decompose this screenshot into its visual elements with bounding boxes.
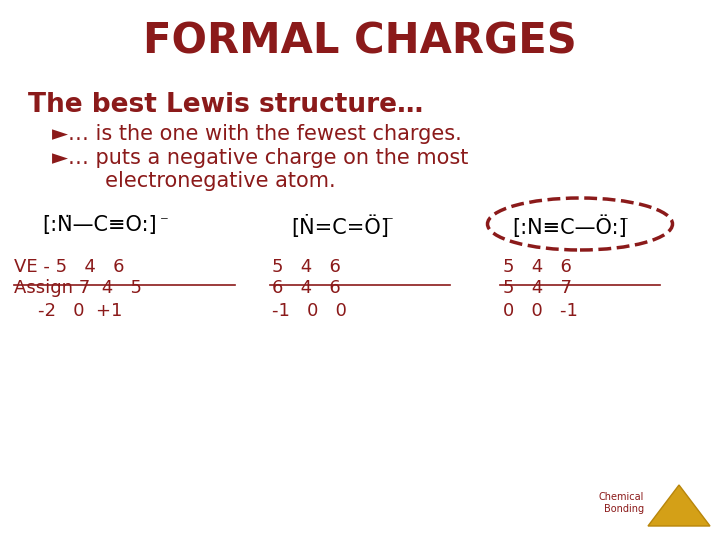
Text: FORMAL CHARGES: FORMAL CHARGES — [143, 20, 577, 62]
Text: 6   4   6: 6 4 6 — [272, 279, 341, 297]
Text: -2   0  +1: -2 0 +1 — [38, 302, 122, 320]
Text: ►… puts a negative charge on the most: ►… puts a negative charge on the most — [52, 148, 469, 168]
Text: ►… is the one with the fewest charges.: ►… is the one with the fewest charges. — [52, 124, 462, 144]
Text: The best Lewis structure…: The best Lewis structure… — [28, 92, 423, 118]
Text: ⁻: ⁻ — [385, 213, 394, 231]
Text: 0   0   -1: 0 0 -1 — [503, 302, 578, 320]
Text: -1   0   0: -1 0 0 — [272, 302, 347, 320]
Text: [Ṅ=C=Ö]: [Ṅ=C=Ö] — [291, 215, 389, 238]
Text: [:Ṅ—C≡O:]: [:Ṅ—C≡O:] — [42, 215, 157, 235]
Text: VE - 5   4   6: VE - 5 4 6 — [14, 258, 125, 276]
Text: Chemical
Bonding: Chemical Bonding — [598, 492, 644, 514]
Text: electronegative atom.: electronegative atom. — [72, 171, 336, 191]
Text: 5   4   7: 5 4 7 — [503, 279, 572, 297]
Text: ⁻: ⁻ — [160, 213, 168, 231]
Text: 5   4   6: 5 4 6 — [272, 258, 341, 276]
Polygon shape — [648, 485, 710, 526]
Text: 5   4   6: 5 4 6 — [503, 258, 572, 276]
Text: Assign 7  4   5: Assign 7 4 5 — [14, 279, 142, 297]
Text: ⁻: ⁻ — [620, 213, 629, 231]
Text: [:N≡C—Ö:]: [:N≡C—Ö:] — [513, 215, 627, 238]
